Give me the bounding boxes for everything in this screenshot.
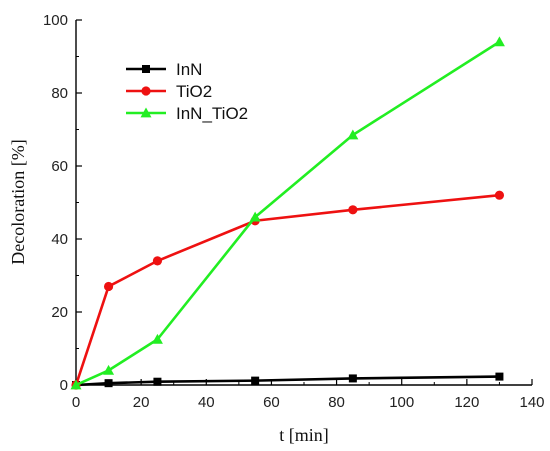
data-point	[348, 205, 358, 215]
data-point	[495, 372, 504, 381]
data-point	[494, 190, 505, 200]
data-point	[347, 129, 359, 140]
y-tick-label: 40	[51, 231, 68, 248]
series-line	[74, 193, 500, 386]
data-point	[153, 377, 162, 386]
x-axis-title: t [min]	[279, 425, 329, 445]
data-point	[151, 333, 163, 344]
axis-ticks: 0 20 40 60 80 100 120 140 0 20 40 60 80 100	[43, 12, 545, 411]
y-tick-label: 0	[60, 377, 68, 394]
y-axis-title: Decoloration [%]	[8, 139, 28, 264]
series-inn_tio2	[70, 36, 505, 390]
x-tick-label: 120	[454, 394, 479, 411]
x-tick-label: 100	[389, 394, 414, 411]
legend-marker	[140, 107, 152, 118]
series-inn	[72, 372, 504, 389]
x-tick-label: 0	[72, 394, 80, 411]
data-point	[103, 364, 115, 375]
x-tick-label: 20	[133, 394, 150, 411]
legend-entry: TiO2	[126, 82, 212, 101]
data-point	[104, 379, 113, 388]
data-point	[251, 376, 260, 385]
series-layer	[70, 36, 505, 390]
y-tick-label: 20	[51, 304, 68, 321]
legend-label: InN	[176, 60, 202, 79]
series-line	[75, 40, 501, 387]
legend-entry: InN_TiO2	[126, 104, 248, 123]
x-tick-label: 60	[263, 394, 280, 411]
y-tick-label: 60	[51, 158, 68, 175]
legend-marker	[142, 65, 150, 73]
legend-entry: InN	[126, 60, 202, 79]
series-line	[75, 375, 500, 387]
x-tick-label: 140	[519, 394, 544, 411]
data-point	[70, 379, 82, 390]
legend: InN TiO2 InN_TiO2	[126, 60, 248, 123]
plot-area	[75, 20, 532, 386]
data-point	[103, 281, 114, 292]
series-tio2	[71, 190, 505, 390]
x-tick-label: 40	[198, 394, 215, 411]
legend-label: InN_TiO2	[176, 104, 248, 123]
legend-marker	[141, 86, 151, 96]
data-point	[152, 256, 163, 266]
data-point	[493, 36, 505, 47]
legend-label: TiO2	[176, 82, 212, 101]
data-point	[249, 211, 261, 222]
data-point	[348, 374, 357, 383]
y-tick-label: 80	[51, 85, 68, 102]
y-tick-label: 100	[43, 12, 68, 29]
x-tick-label: 80	[328, 394, 345, 411]
